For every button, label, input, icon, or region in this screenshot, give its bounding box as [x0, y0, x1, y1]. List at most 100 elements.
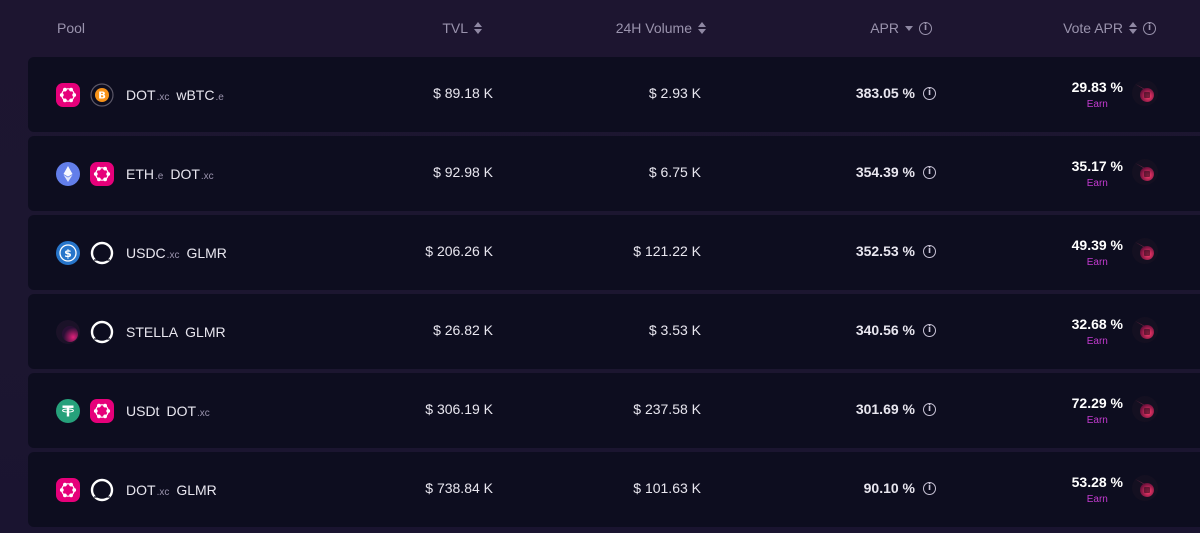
sort-icon[interactable] [698, 22, 706, 34]
token-name: GLMR [186, 245, 227, 261]
pool-row[interactable]: STELLA GLMR $ 26.82 K $ 3.53 K 340.56 % i 32.6… [28, 294, 1200, 369]
apr-column-header[interactable]: APR i [870, 18, 932, 38]
pool-name: USDt DOT.xc [126, 403, 210, 419]
apr-value: 340.56 % [855, 322, 915, 338]
stella-reward-icon [1132, 80, 1158, 106]
token-symbol: USDt [126, 403, 159, 419]
table-header: Pool TVL 24H Volume APR i Vote APR i [0, 0, 1200, 56]
polkadot-icon [56, 83, 80, 107]
apr-value: 301.69 % [855, 401, 915, 417]
pool-tokens: B DOT.xc wBTC.e [56, 83, 224, 107]
token-suffix: .xc [156, 92, 170, 103]
token-suffix: .xc [166, 250, 180, 261]
token-suffix: .e [215, 92, 224, 103]
info-icon[interactable]: i [923, 481, 936, 495]
token-name: GLMR [185, 324, 226, 340]
earn-link[interactable]: Earn [1086, 336, 1108, 347]
token-suffix: .xc [156, 487, 170, 498]
vote-apr-value: 49.39 % [1071, 237, 1123, 253]
token-symbol: wBTC.e [176, 87, 223, 103]
apr-cell: 352.53 % i [856, 243, 936, 259]
earn-link[interactable]: Earn [1086, 257, 1108, 268]
earn-link[interactable]: Earn [1086, 415, 1108, 426]
earn-link[interactable]: Earn [1086, 494, 1108, 505]
info-icon[interactable]: i [923, 402, 936, 416]
pool-header-label: Pool [57, 20, 86, 36]
stella-reward-icon [1132, 317, 1158, 343]
svg-text:B: B [98, 91, 106, 102]
token-suffix: .e [155, 171, 164, 182]
sort-icon[interactable] [474, 22, 482, 34]
bitcoin-icon: B [90, 83, 114, 107]
token-name: DOT [126, 87, 156, 103]
pool-tokens: STELLA GLMR [56, 320, 226, 344]
svg-text:$: $ [64, 247, 72, 260]
volume-value: $ 101.63 K [633, 480, 701, 496]
apr-value: 352.53 % [855, 243, 915, 259]
token-symbol: GLMR [185, 324, 225, 340]
info-icon[interactable]: i [923, 86, 936, 100]
tvl-value: $ 26.82 K [433, 322, 493, 338]
token-name: STELLA [126, 324, 179, 340]
tvl-value: $ 92.98 K [433, 164, 493, 180]
token-symbol: GLMR [186, 245, 226, 261]
glmr-icon [90, 478, 114, 502]
volume-value: $ 3.53 K [648, 322, 701, 338]
stella-reward-icon [1132, 475, 1158, 501]
token-name: USDC [126, 245, 166, 261]
sort-icon[interactable] [1129, 22, 1137, 34]
token-symbol: DOT.xc [126, 482, 169, 498]
polkadot-icon [56, 478, 80, 502]
vote-apr-column-header[interactable]: Vote APR i [1063, 18, 1156, 38]
token-name: GLMR [176, 482, 217, 498]
volume-column-header[interactable]: 24H Volume [616, 18, 706, 38]
info-icon[interactable]: i [923, 165, 936, 179]
stella-reward-icon [1132, 159, 1158, 185]
pool-tokens: USDt DOT.xc [56, 399, 210, 423]
tvl-column-header[interactable]: TVL [442, 18, 482, 38]
pool-name: DOT.xc GLMR [126, 482, 217, 498]
apr-value: 383.05 % [855, 85, 915, 101]
tvl-value: $ 206.26 K [425, 243, 493, 259]
vote-apr-cell: 32.68 % Earn [1072, 316, 1123, 347]
stella-reward-icon [1132, 396, 1158, 422]
volume-value: $ 121.22 K [633, 243, 701, 259]
usdc-icon: $ [56, 241, 80, 265]
glmr-icon [90, 320, 114, 344]
token-name: ETH [126, 166, 154, 182]
info-icon[interactable]: i [1143, 21, 1156, 35]
vote-apr-cell: 35.17 % Earn [1072, 158, 1123, 189]
earn-link[interactable]: Earn [1086, 99, 1108, 110]
token-symbol: DOT.xc [170, 166, 213, 182]
vote-apr-value: 35.17 % [1071, 158, 1123, 174]
pool-row[interactable]: ETH.e DOT.xc $ 92.98 K $ 6.75 K 354.39 % i 35.… [28, 136, 1200, 211]
pool-row[interactable]: B DOT.xc wBTC.e $ 89.18 K $ 2.93 K 383.05 % i 2… [28, 57, 1200, 132]
volume-value: $ 2.93 K [648, 85, 701, 101]
stella-icon [56, 320, 80, 344]
info-icon[interactable]: i [923, 323, 936, 337]
apr-cell: 90.10 % i [864, 480, 936, 496]
token-symbol: USDC.xc [126, 245, 179, 261]
tether-icon [56, 399, 80, 423]
vote-apr-header-label: Vote APR [1063, 20, 1123, 36]
pool-row[interactable]: USDt DOT.xc $ 306.19 K $ 237.58 K 301.69 % i 7… [28, 373, 1200, 448]
ethereum-icon [56, 162, 80, 186]
token-name: wBTC [176, 87, 215, 103]
tvl-header-label: TVL [442, 20, 468, 36]
token-symbol: DOT.xc [166, 403, 209, 419]
info-icon[interactable]: i [919, 21, 932, 35]
sort-descending-icon[interactable] [905, 25, 913, 31]
vote-apr-cell: 72.29 % Earn [1072, 395, 1123, 426]
vote-apr-cell: 29.83 % Earn [1072, 79, 1123, 110]
tvl-value: $ 89.18 K [433, 85, 493, 101]
earn-link[interactable]: Earn [1086, 178, 1108, 189]
glmr-icon [90, 241, 114, 265]
stella-reward-icon [1132, 238, 1158, 264]
vote-apr-value: 32.68 % [1071, 316, 1123, 332]
pool-row[interactable]: DOT.xc GLMR $ 738.84 K $ 101.63 K 90.10 % i 53… [28, 452, 1200, 527]
info-icon[interactable]: i [923, 244, 936, 258]
apr-value: 90.10 % [863, 480, 915, 496]
apr-cell: 383.05 % i [856, 85, 936, 101]
vote-apr-value: 29.83 % [1071, 79, 1123, 95]
pool-row[interactable]: $ USDC.xc GLMR $ 206.26 K $ 121.22 K 352.53 %… [28, 215, 1200, 290]
